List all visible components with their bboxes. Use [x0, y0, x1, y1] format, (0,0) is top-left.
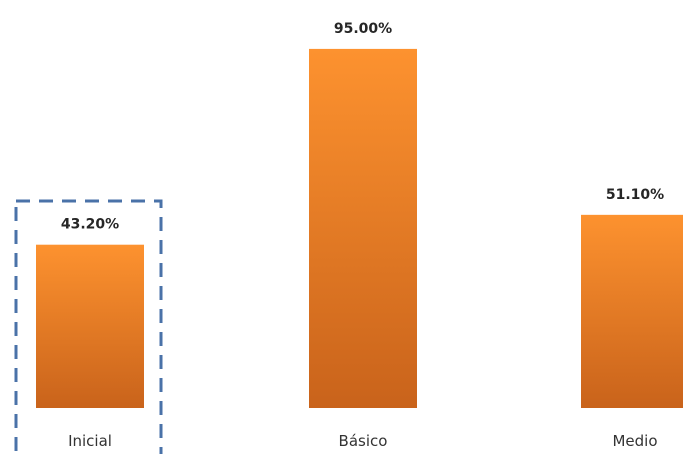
category-label-basico: Básico — [339, 432, 388, 450]
bar-medio — [581, 214, 683, 408]
value-label-basico: 95.00% — [334, 21, 392, 37]
bars-group — [36, 48, 683, 409]
highlight-box — [14, 199, 163, 454]
category-label-medio: Medio — [612, 432, 657, 450]
value-label-inicial: 43.20% — [61, 217, 119, 233]
value-labels-group: 43.20% 95.00% 51.10% — [61, 21, 664, 233]
value-label-medio: 51.10% — [606, 187, 664, 203]
category-labels-group: Inicial Básico Medio — [68, 432, 657, 450]
bar-inicial — [36, 244, 144, 408]
bar-basico — [309, 48, 417, 409]
category-label-inicial: Inicial — [68, 432, 112, 450]
